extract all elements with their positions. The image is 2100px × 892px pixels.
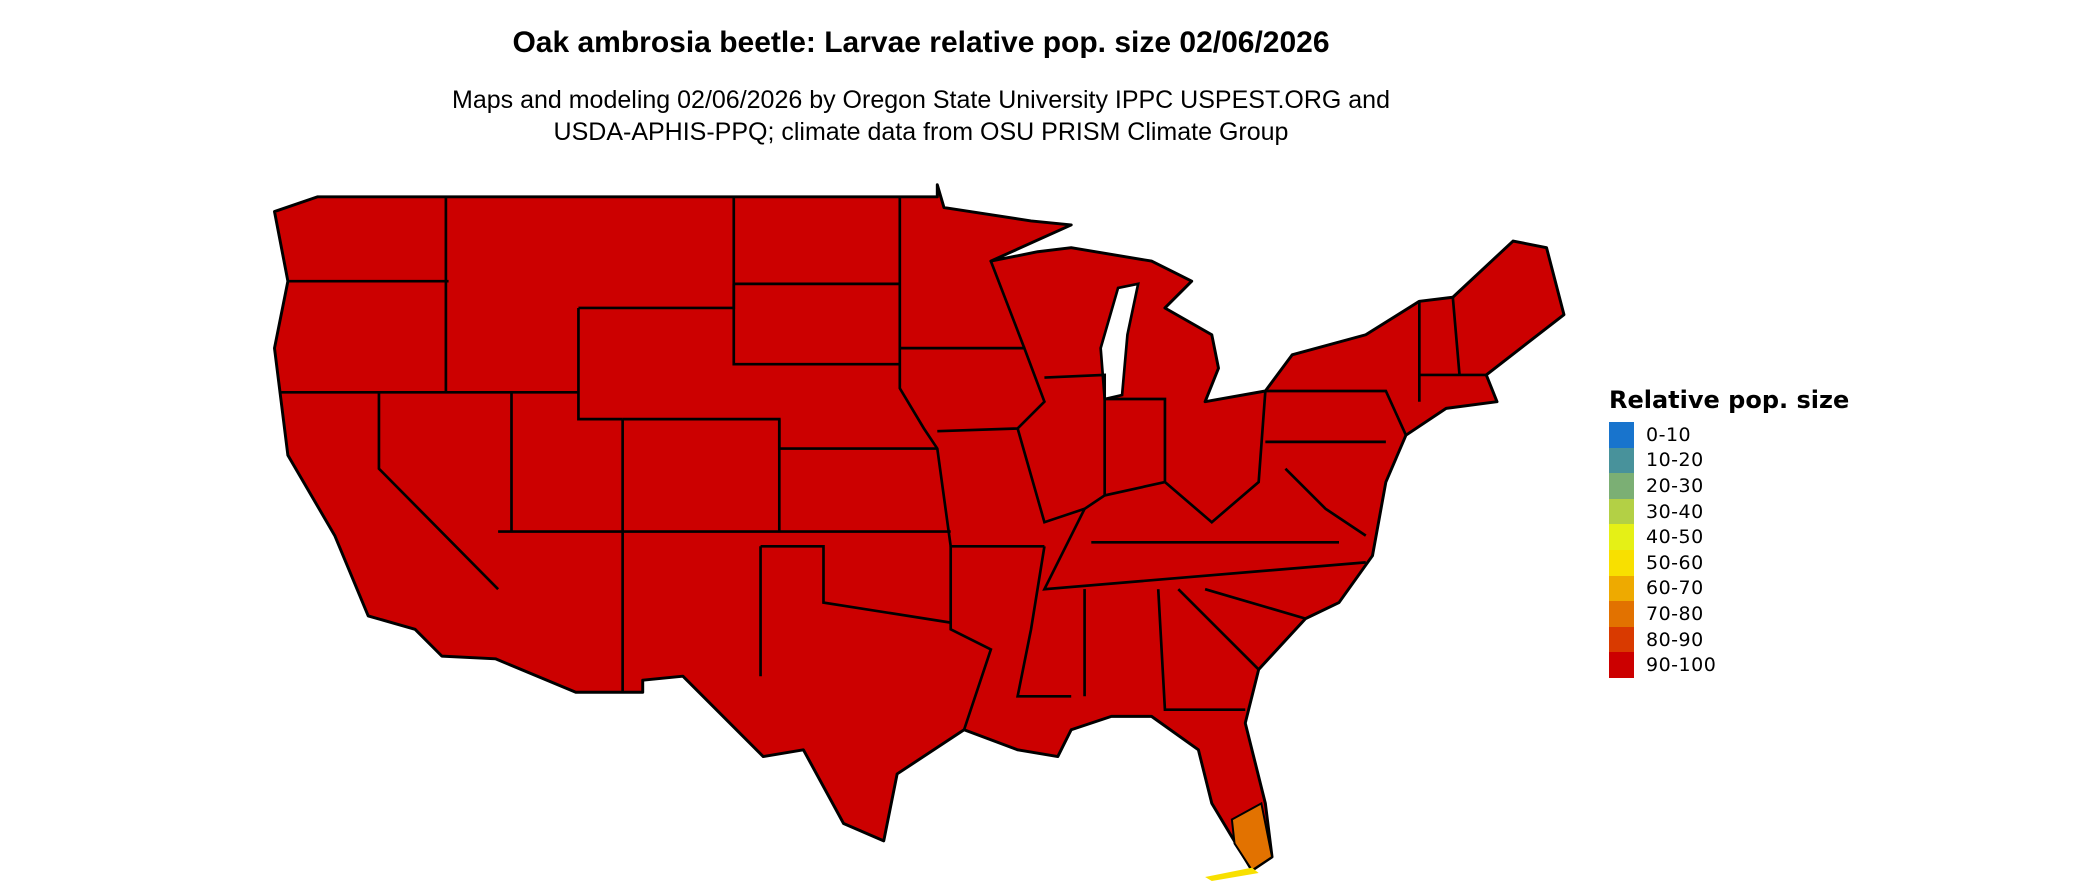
- legend-item: 20-30: [1609, 473, 1849, 499]
- legend-items: 0-10 10-20 20-30 30-40 40-50 50-60 60-70 70-80 8…: [1609, 422, 1849, 678]
- lake-michigan: [1099, 282, 1140, 401]
- legend-swatch: [1609, 524, 1634, 550]
- legend-swatch: [1609, 498, 1634, 525]
- legend-item: 10-20: [1609, 447, 1849, 474]
- legend-swatch: [1609, 422, 1634, 448]
- map-title: Oak ambrosia beetle: Larvae relative pop…: [512, 26, 1330, 59]
- legend-swatch: [1609, 601, 1634, 627]
- legend-label: 70-80: [1646, 602, 1704, 625]
- legend-label: 80-90: [1646, 628, 1704, 651]
- legend-swatch: [1609, 652, 1634, 678]
- legend-swatch: [1609, 626, 1634, 653]
- map-subtitle: Maps and modeling 02/06/2026 by Oregon S…: [0, 84, 1842, 148]
- legend-label: 10-20: [1646, 449, 1704, 472]
- legend-item: 80-90: [1609, 626, 1849, 653]
- legend-swatch: [1609, 549, 1634, 576]
- state-boundaries: [281, 196, 1487, 731]
- legend-item: 30-40: [1609, 498, 1849, 525]
- legend-item: 0-10: [1609, 422, 1849, 448]
- legend-swatch: [1609, 473, 1634, 499]
- legend: Relative pop. size 0-10 10-20 20-30 30-40 40…: [1609, 386, 1849, 678]
- legend-item: 50-60: [1609, 549, 1849, 576]
- subtitle-line-1: Maps and modeling 02/06/2026 by Oregon S…: [452, 86, 1390, 114]
- florida-keys-region: [1205, 867, 1259, 882]
- us-outline: [273, 183, 1566, 872]
- legend-item: 60-70: [1609, 575, 1849, 602]
- legend-label: 90-100: [1646, 654, 1717, 677]
- south-florida-region: [1230, 801, 1274, 872]
- legend-label: 50-60: [1646, 551, 1704, 574]
- legend-title: Relative pop. size: [1609, 386, 1850, 414]
- legend-label: 30-40: [1646, 500, 1704, 523]
- legend-label: 20-30: [1646, 474, 1704, 497]
- legend-swatch: [1609, 575, 1634, 602]
- legend-label: 60-70: [1646, 577, 1704, 600]
- legend-label: 0-10: [1646, 423, 1692, 446]
- legend-label: 40-50: [1646, 526, 1704, 549]
- legend-item: 90-100: [1609, 652, 1849, 678]
- subtitle-line-2: USDA-APHIS-PPQ; climate data from OSU PR…: [553, 118, 1289, 146]
- legend-swatch: [1609, 447, 1634, 474]
- legend-item: 40-50: [1609, 524, 1849, 550]
- legend-item: 70-80: [1609, 601, 1849, 627]
